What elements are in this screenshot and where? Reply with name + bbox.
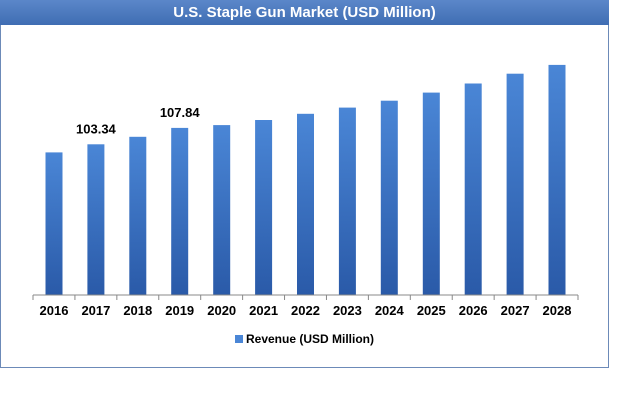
bar-2028: [548, 64, 566, 296]
legend-label: Revenue (USD Million): [245, 332, 374, 346]
x-tick-label-2018: 2018: [123, 303, 152, 318]
x-tick-label-2025: 2025: [417, 303, 446, 318]
x-tick-label-2016: 2016: [40, 303, 69, 318]
bar-2020: [213, 125, 231, 295]
x-tick-label-2024: 2024: [375, 303, 405, 318]
legend: Revenue (USD Million): [0, 332, 609, 346]
chart-title: U.S. Staple Gun Market (USD Million): [0, 0, 609, 25]
bars-group: [45, 64, 566, 296]
bar-chart: 2016 2017 2018 2019 2020 2021 2022 2023 2024 2025…: [32, 64, 579, 318]
bar-2021: [255, 120, 273, 295]
bar-2024: [380, 100, 398, 295]
x-tick-label-2028: 2028: [543, 303, 572, 318]
bar-2025: [422, 92, 440, 295]
x-tick-label-2017: 2017: [81, 303, 110, 318]
x-tick-label-2021: 2021: [249, 303, 278, 318]
legend-swatch: [234, 334, 243, 343]
x-tick-labels-group: 2016 2017 2018 2019 2020 2021 2022 2023 2024 2025…: [40, 303, 572, 318]
bar-2027: [506, 73, 524, 295]
bar-2018: [129, 136, 147, 295]
data-labels-group: 103.34 107.84: [76, 105, 200, 136]
x-tick-label-2022: 2022: [291, 303, 320, 318]
x-ticks-group: [32, 295, 579, 300]
bar-2016: [45, 152, 63, 295]
x-tick-label-2019: 2019: [165, 303, 194, 318]
bar-2026: [464, 83, 482, 295]
x-tick-label-2023: 2023: [333, 303, 362, 318]
data-label-2017: 103.34: [76, 121, 117, 136]
bar-2022: [297, 113, 314, 295]
x-tick-label-2026: 2026: [459, 303, 488, 318]
x-tick-label-2020: 2020: [207, 303, 236, 318]
bar-2017: [87, 144, 105, 295]
x-tick-label-2027: 2027: [501, 303, 530, 318]
data-label-2019: 107.84: [160, 105, 201, 120]
bar-2019: [171, 127, 189, 296]
bar-2023: [338, 107, 356, 295]
